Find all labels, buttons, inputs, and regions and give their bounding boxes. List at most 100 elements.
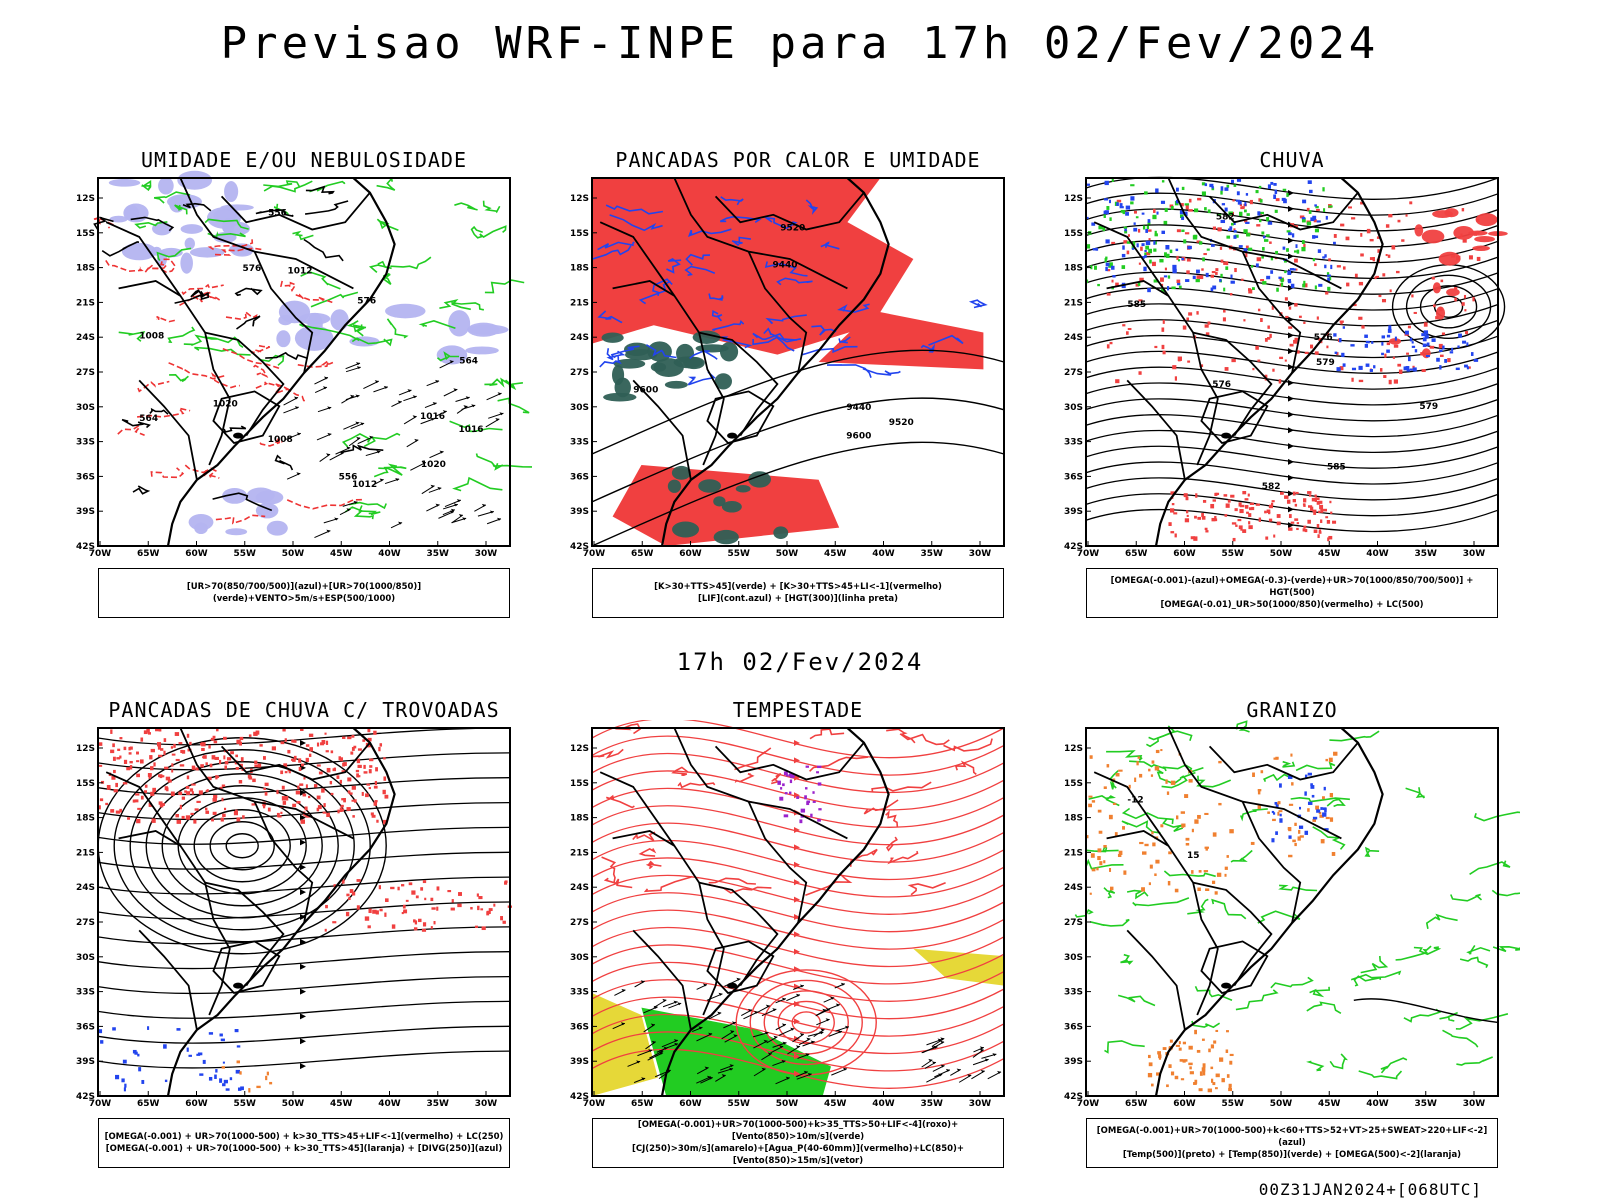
- omega-green-pixel: [1286, 248, 1289, 252]
- storm-red-pixel: [326, 812, 330, 818]
- storm-red-pixel: [280, 741, 285, 745]
- omega-orange-pixel: [1151, 831, 1154, 835]
- lc850-arrow: [794, 1018, 800, 1025]
- omega-orange-pixel: [1090, 853, 1095, 858]
- geography: [105, 177, 396, 547]
- lat-tick-label: 18S: [76, 264, 95, 274]
- thickness-red-contour: [253, 364, 269, 378]
- storm-red-pixel: [205, 810, 210, 814]
- omega-blue-pixel: [1144, 254, 1147, 258]
- storm-red-pixel: [140, 737, 144, 742]
- storm-red-pixel: [379, 743, 383, 747]
- temp850-green-andes-contour: [1117, 994, 1156, 1007]
- omega-green-pixel: [1328, 205, 1333, 208]
- omega-blue-pixel: [1324, 254, 1327, 258]
- storm-red-pixel: [324, 732, 327, 735]
- rain-red-pixel: [1232, 199, 1235, 202]
- omega-blue-pixel: [1181, 216, 1185, 220]
- rain-red-ocean-cell: [1472, 245, 1490, 252]
- humidity-fill-cell: [166, 194, 202, 210]
- lat-tick-label: 15S: [76, 229, 95, 239]
- pw-red-contour: [943, 738, 993, 752]
- geography: [599, 177, 890, 547]
- plot-frame: [1085, 727, 1499, 1097]
- omega-green-pixel: [1314, 228, 1319, 233]
- storm-red-pixel: [365, 793, 369, 798]
- omega-green-pixel: [1262, 281, 1267, 285]
- omega-blue-ocean-pixel: [1334, 351, 1338, 355]
- storm-red-pixel: [139, 759, 144, 764]
- omega-green-pixel: [1153, 248, 1157, 252]
- storm-red-pixel: [383, 776, 387, 781]
- wind-vector-vector-head: [702, 983, 707, 987]
- storm-red-pixel: [316, 742, 320, 747]
- wind-vector-vector-head: [736, 977, 741, 981]
- storm-red-pixel: [215, 775, 218, 780]
- omega-green-pixel: [1181, 229, 1185, 233]
- omega-orange-center-pixel: [1319, 814, 1324, 818]
- divg-blue-pixel: [199, 1073, 204, 1076]
- wind-vector-east-vector-head: [940, 1037, 945, 1041]
- streamlines-arrow: [1288, 316, 1294, 323]
- storm-red-pixel: [347, 736, 352, 740]
- omega-blue-ocean-pixel: [1422, 337, 1427, 342]
- border-line: [1106, 830, 1219, 1016]
- wind: [283, 360, 504, 539]
- pressure-black-contour: [93, 216, 114, 231]
- storm-red-east-pixel: [475, 925, 478, 929]
- hail-blue-pixel: [1311, 794, 1315, 798]
- omega-orange-center-pixel: [1325, 758, 1328, 762]
- rh-green-contour: [299, 323, 360, 342]
- omega-blue-ocean-pixel: [1407, 356, 1411, 362]
- hail-blue-pixel: [1299, 806, 1302, 810]
- storm-red-pixel: [195, 767, 199, 771]
- omega-orange-center-pixel: [1252, 772, 1255, 777]
- rain-red-pixel: [1196, 240, 1201, 243]
- temp850-green-contour: [1187, 898, 1209, 915]
- storm-red-pixel: [336, 775, 340, 779]
- omega-blue-pixel: [1314, 204, 1317, 207]
- omega-orange-center-pixel: [1267, 811, 1270, 814]
- storm-red-east-pixel: [351, 891, 356, 896]
- thickness-red-contour: [211, 372, 240, 389]
- rain-red-south-pixel: [1227, 499, 1231, 503]
- wind-vector-east-vector-head: [980, 1069, 985, 1073]
- rain-red-south-pixel: [1235, 524, 1238, 527]
- omega-orange-south-pixel: [1215, 1029, 1219, 1033]
- rain-red-pixel: [1264, 374, 1268, 379]
- rain-red-pixel: [1137, 228, 1141, 233]
- rain-red-pixel: [1148, 238, 1151, 241]
- rh-green-contour: [386, 318, 409, 339]
- rain-red-pixel: [1115, 282, 1119, 287]
- rain-red-pixel: [1310, 344, 1314, 349]
- border-line: [1192, 331, 1273, 437]
- omega-green-pixel: [1301, 246, 1306, 252]
- omega-green-pixel: [1262, 247, 1265, 251]
- omega-blue-pixel: [1122, 245, 1125, 250]
- storm-red-pixel: [351, 747, 355, 751]
- storm-red-pixel: [128, 747, 131, 751]
- storm-red-pixel: [293, 755, 297, 760]
- rain-red-pixel: [1369, 238, 1374, 242]
- omega-orange-pixel: [1144, 843, 1149, 847]
- omega-green-pixel: [1154, 241, 1157, 245]
- mid-title: 17h 02/Fev/2024: [676, 648, 924, 676]
- hail-blue-pixel: [1274, 801, 1278, 805]
- storm-red-east-pixel: [364, 916, 370, 921]
- omega-green-pixel: [1142, 225, 1146, 230]
- lc850-line: [591, 787, 1005, 828]
- divg-blue-pixel: [219, 1033, 223, 1037]
- rain-red-south-pixel: [1292, 491, 1296, 496]
- teal-fill-cell: [664, 380, 688, 389]
- rain-red-south-pixel: [1266, 509, 1271, 514]
- storm-red-pixel: [383, 757, 386, 760]
- lon-tick-label: 60W: [185, 549, 208, 559]
- rain-red-south-pixel: [1268, 504, 1273, 509]
- omega-blue-ocean-pixel: [1364, 343, 1369, 348]
- rain-red-south-pixel: [1292, 498, 1296, 503]
- rain-red-pixel: [1382, 273, 1386, 277]
- omega-orange-pixel: [1122, 826, 1125, 830]
- lon-tick-label: 45W: [1318, 1099, 1341, 1109]
